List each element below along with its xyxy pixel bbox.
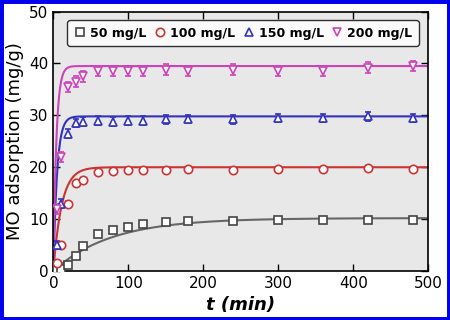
Legend: 50 mg/L, 100 mg/L, 150 mg/L, 200 mg/L: 50 mg/L, 100 mg/L, 150 mg/L, 200 mg/L bbox=[67, 20, 419, 46]
Y-axis label: MO adsorption (mg/g): MO adsorption (mg/g) bbox=[5, 42, 23, 240]
X-axis label: t (min): t (min) bbox=[206, 296, 275, 315]
